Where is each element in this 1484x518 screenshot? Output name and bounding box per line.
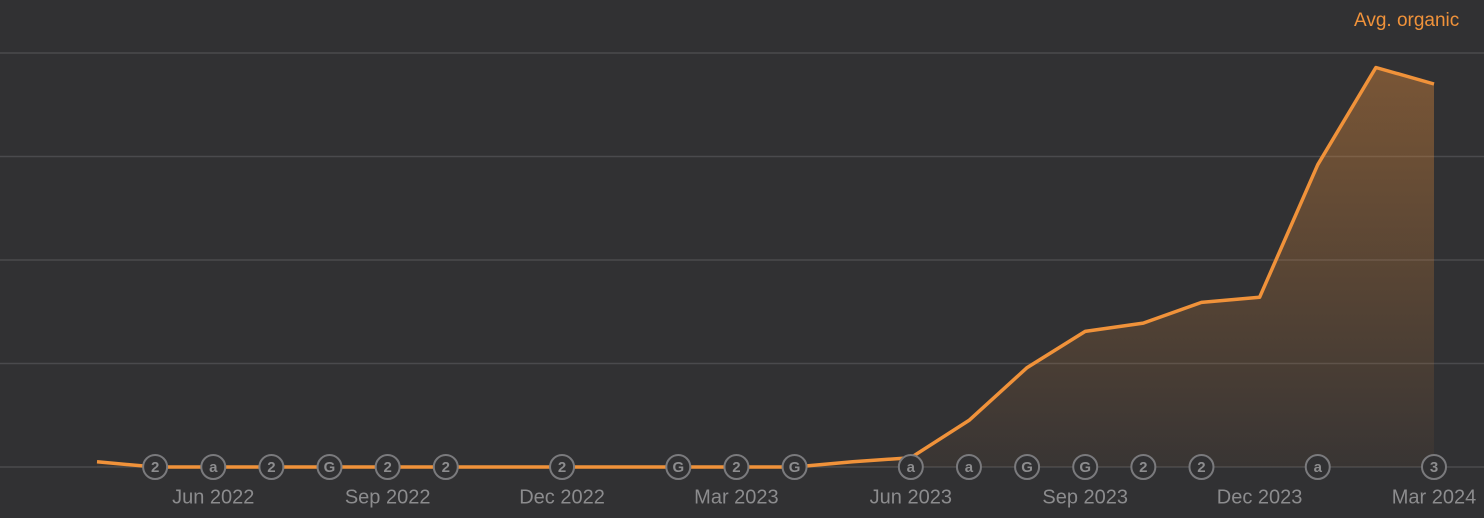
annotation-marker: [1014, 454, 1041, 480]
annotation-label: 2: [732, 459, 740, 476]
x-tick-label: Mar 2023: [694, 486, 779, 508]
grid: Jun 2022 Sep 2022 Dec 2022 Mar 2023 Jun 2023…: [0, 52, 1484, 508]
annotation-label: G: [1079, 459, 1091, 476]
annotation-label: 2: [383, 459, 391, 476]
annotation-label: a: [965, 459, 974, 476]
x-tick-label: Dec 2023: [1217, 486, 1303, 508]
annotation-label: a: [1314, 459, 1323, 476]
annotation-label: a: [907, 459, 916, 476]
annotation-marker: [723, 454, 750, 480]
annotation-marker: [781, 454, 808, 480]
legend-entry: Avg. organic: [1354, 10, 1459, 31]
annotation-marker: [258, 454, 285, 480]
x-tick-label: Jun 2023: [870, 486, 952, 508]
plot: [96, 65, 1435, 469]
x-tick-label: Jun 2022: [172, 486, 254, 508]
annotation-label: 2: [442, 459, 450, 476]
annotation-marker: [665, 454, 692, 480]
annotation-label: G: [672, 459, 684, 476]
annotation-label: G: [789, 459, 801, 476]
annotation-marker: [142, 454, 169, 480]
x-tick-label: Dec 2022: [519, 486, 605, 508]
annotation-marker: [955, 454, 982, 480]
annotation-label: a: [209, 459, 218, 476]
annotation-marker: [432, 454, 459, 480]
annotation-label: 2: [1139, 459, 1147, 476]
annotation-marker: [374, 454, 401, 480]
annotation-marker: [897, 454, 924, 480]
area: [97, 67, 1434, 467]
x-tick-label: Sep 2023: [1042, 486, 1128, 508]
annotation-marker: [316, 454, 343, 480]
annotation-marker: [1130, 454, 1157, 480]
annotation-marker: [1188, 454, 1215, 480]
annotation-label: 2: [267, 459, 275, 476]
annotation-label: G: [1021, 459, 1033, 476]
annotation-marker: [549, 454, 576, 480]
x-tick-label: Mar 2024: [1392, 486, 1477, 508]
annotation-marker: [1072, 454, 1099, 480]
annotation-label: 2: [1197, 459, 1205, 476]
annotation-marker: [1304, 454, 1331, 480]
annotation-marker: [1421, 454, 1447, 480]
annotation-label: 3: [1430, 459, 1438, 476]
annotation-label: 2: [151, 459, 159, 476]
annotation-label: G: [324, 459, 336, 476]
x-tick-label: Sep 2022: [345, 486, 431, 508]
annotation-label: 2: [558, 459, 566, 476]
annotation-marker: [200, 454, 227, 480]
